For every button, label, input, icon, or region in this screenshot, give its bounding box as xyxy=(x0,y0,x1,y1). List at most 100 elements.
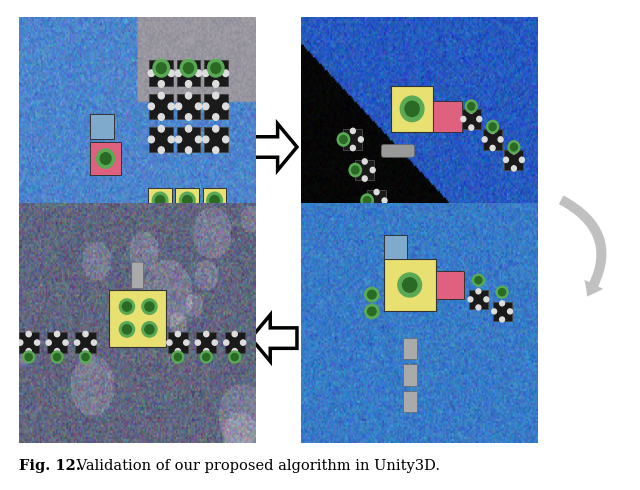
Bar xyxy=(204,60,228,86)
Circle shape xyxy=(490,146,495,150)
Circle shape xyxy=(475,276,482,284)
Circle shape xyxy=(120,299,134,314)
Circle shape xyxy=(364,196,371,205)
FancyBboxPatch shape xyxy=(381,145,415,157)
Circle shape xyxy=(231,353,238,361)
Circle shape xyxy=(469,125,474,130)
Circle shape xyxy=(195,136,202,143)
Circle shape xyxy=(122,302,131,311)
Circle shape xyxy=(35,340,40,345)
Bar xyxy=(196,332,216,353)
Bar xyxy=(203,188,227,213)
Circle shape xyxy=(97,149,115,168)
Circle shape xyxy=(204,331,209,337)
Circle shape xyxy=(337,133,349,146)
Circle shape xyxy=(46,340,51,345)
Circle shape xyxy=(398,273,422,297)
Circle shape xyxy=(195,70,202,76)
Circle shape xyxy=(200,351,212,363)
Circle shape xyxy=(374,206,379,212)
Circle shape xyxy=(489,123,496,130)
Circle shape xyxy=(203,136,209,143)
Circle shape xyxy=(496,286,508,298)
Circle shape xyxy=(241,340,246,345)
Circle shape xyxy=(82,353,89,361)
Circle shape xyxy=(228,351,241,363)
Circle shape xyxy=(168,136,174,143)
Circle shape xyxy=(148,103,154,110)
Bar xyxy=(493,302,511,321)
Circle shape xyxy=(403,278,417,292)
Bar xyxy=(469,290,488,309)
Circle shape xyxy=(498,137,503,142)
Bar xyxy=(403,364,417,386)
Circle shape xyxy=(175,70,182,76)
Circle shape xyxy=(142,299,157,314)
Circle shape xyxy=(349,163,362,177)
Circle shape xyxy=(212,92,219,99)
Circle shape xyxy=(23,351,35,363)
Circle shape xyxy=(175,103,182,110)
Bar xyxy=(149,94,173,119)
Circle shape xyxy=(365,304,379,319)
Circle shape xyxy=(210,196,220,206)
Circle shape xyxy=(172,351,184,363)
Circle shape xyxy=(365,287,379,302)
Circle shape xyxy=(167,340,172,345)
Bar xyxy=(403,338,417,360)
Circle shape xyxy=(186,59,191,66)
Text: Validation of our proposed algorithm in Unity3D.: Validation of our proposed algorithm in … xyxy=(72,460,440,473)
Circle shape xyxy=(145,302,154,311)
Circle shape xyxy=(148,70,154,76)
Circle shape xyxy=(508,141,520,153)
Circle shape xyxy=(184,63,193,74)
Bar xyxy=(177,127,200,152)
Bar xyxy=(383,259,436,312)
Circle shape xyxy=(153,59,170,77)
Circle shape xyxy=(223,340,229,345)
Circle shape xyxy=(83,348,88,354)
Circle shape xyxy=(195,340,200,345)
Bar xyxy=(149,60,173,86)
Circle shape xyxy=(182,196,192,206)
Circle shape xyxy=(500,301,504,306)
Circle shape xyxy=(168,70,174,76)
Circle shape xyxy=(54,353,61,361)
Circle shape xyxy=(186,114,191,121)
Circle shape xyxy=(26,331,31,337)
Circle shape xyxy=(492,309,497,314)
Bar xyxy=(149,127,173,152)
Bar xyxy=(109,290,166,347)
Circle shape xyxy=(175,331,180,337)
Circle shape xyxy=(158,59,164,66)
Circle shape xyxy=(351,128,355,134)
Circle shape xyxy=(207,192,222,209)
Circle shape xyxy=(186,147,191,153)
Circle shape xyxy=(83,331,88,337)
Circle shape xyxy=(355,168,359,172)
Circle shape xyxy=(156,63,166,74)
Circle shape xyxy=(223,70,228,76)
Bar xyxy=(436,270,464,299)
Bar xyxy=(383,235,407,259)
Circle shape xyxy=(482,137,487,142)
Circle shape xyxy=(158,125,164,132)
Circle shape xyxy=(203,103,209,110)
Circle shape xyxy=(158,114,164,121)
Circle shape xyxy=(186,92,191,99)
Circle shape xyxy=(203,70,209,76)
Circle shape xyxy=(366,198,371,203)
Circle shape xyxy=(158,80,164,87)
Circle shape xyxy=(179,192,195,209)
Circle shape xyxy=(145,325,154,334)
Circle shape xyxy=(472,274,484,286)
Circle shape xyxy=(184,340,189,345)
Bar xyxy=(76,332,95,353)
Circle shape xyxy=(499,289,506,296)
Circle shape xyxy=(212,147,219,153)
Bar xyxy=(462,109,481,129)
Circle shape xyxy=(520,157,524,163)
Bar xyxy=(90,142,121,175)
Text: Fig. 12.: Fig. 12. xyxy=(19,460,81,473)
Circle shape xyxy=(477,117,482,122)
